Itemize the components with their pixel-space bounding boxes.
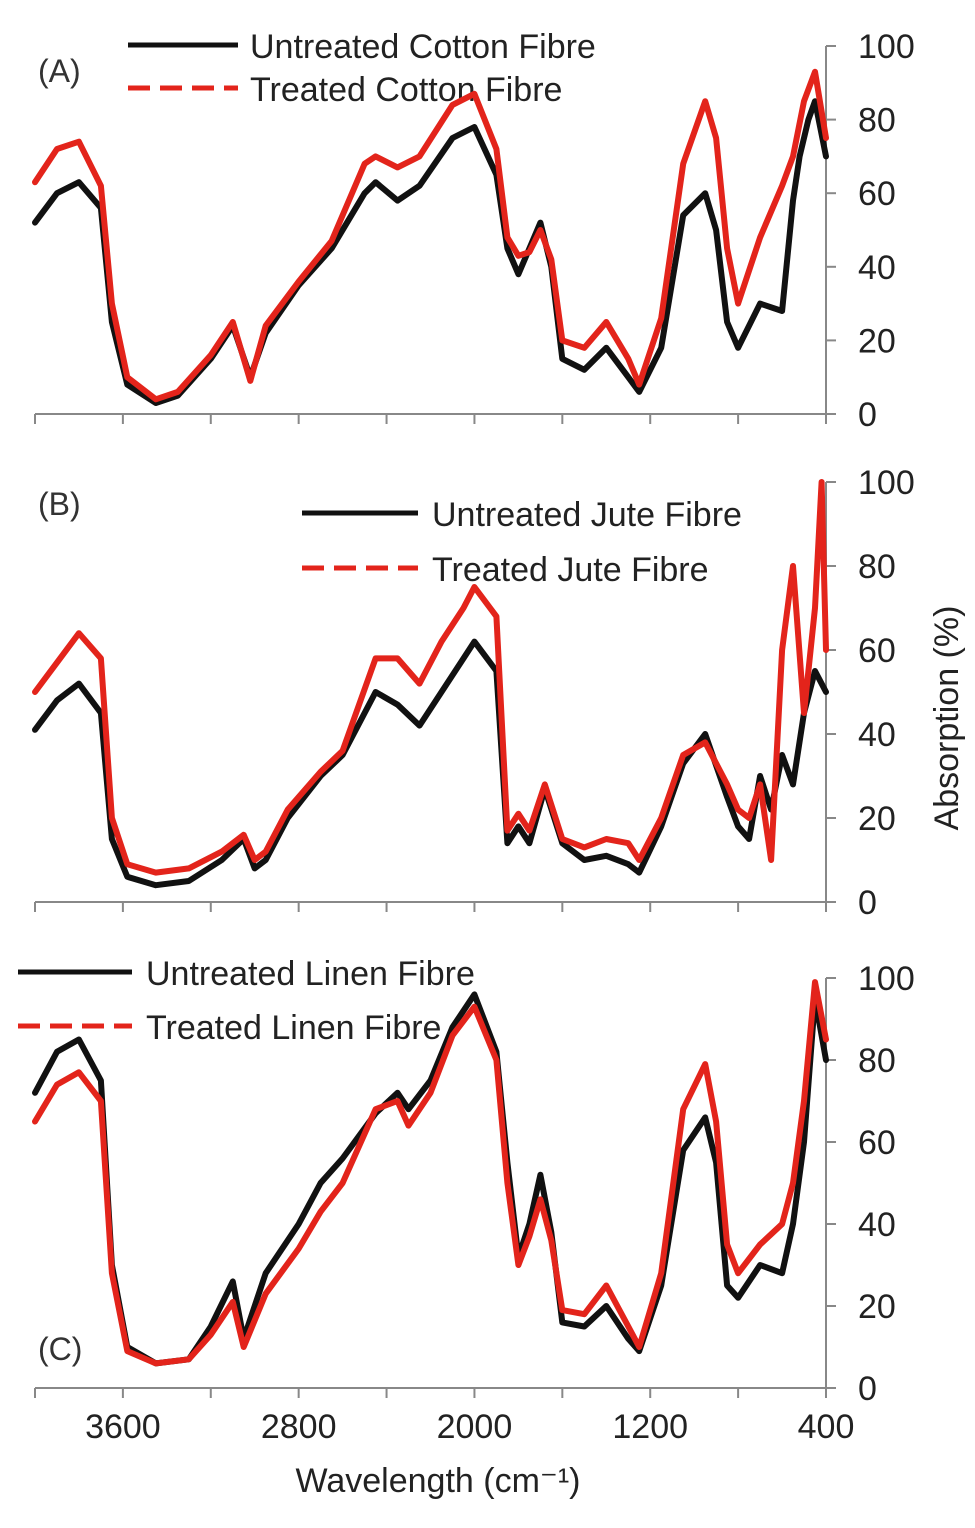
y-tick-label: 40: [858, 716, 896, 754]
panel-b: (B) Untreated Jute Fibre Treated Jute Fi…: [32, 464, 915, 922]
x-axis-title: Wavelength (cm⁻¹): [296, 1462, 581, 1500]
x-tick-label: 2800: [261, 1408, 337, 1446]
y-tick-label: 60: [858, 1124, 896, 1162]
y-tick-label: 20: [858, 800, 896, 838]
panel-label-a: (A): [38, 53, 81, 89]
x-tick-label: 3600: [85, 1408, 161, 1446]
y-tick-label: 100: [858, 464, 915, 502]
panel-a: (A) Untreated Cotton Fibre Treated Cotto…: [32, 28, 915, 434]
x-tick-label: 400: [798, 1408, 855, 1446]
x-tick-label: 2000: [437, 1408, 513, 1446]
panel-c: (C) Untreated Linen Fibre Treated Linen …: [18, 955, 915, 1446]
y-tick-label: 0: [858, 396, 877, 434]
y-tick-label: 80: [858, 1042, 896, 1080]
legend-b-untreated-label: Untreated Jute Fibre: [432, 496, 742, 534]
y-tick-label: 0: [858, 884, 877, 922]
legend-c-untreated-label: Untreated Linen Fibre: [146, 955, 475, 993]
x-tick-label: 1200: [612, 1408, 688, 1446]
panel-label-c: (C): [38, 1331, 82, 1367]
y-tick-label: 60: [858, 632, 896, 670]
y-tick-label: 100: [858, 28, 915, 66]
untreated-series-line: [32, 991, 829, 1367]
y-axis-title: Absorption (%): [928, 606, 966, 831]
untreated-series-line: [32, 98, 829, 406]
legend-a-untreated-label: Untreated Cotton Fibre: [250, 28, 596, 66]
y-tick-label: 80: [858, 102, 896, 140]
treated-series-line: [32, 979, 829, 1367]
y-tick-label: 100: [858, 960, 915, 998]
legend-a-treated-label: Treated Cotton Fibre: [250, 71, 562, 109]
legend-c-treated-label: Treated Linen Fibre: [146, 1009, 441, 1047]
panel-label-b: (B): [38, 486, 81, 522]
treated-series-line: [32, 479, 829, 876]
treated-series-line: [32, 68, 829, 403]
y-tick-label: 0: [858, 1370, 877, 1408]
y-tick-label: 40: [858, 1206, 896, 1244]
y-tick-label: 60: [858, 175, 896, 213]
untreated-series-line: [32, 638, 829, 889]
y-tick-label: 20: [858, 322, 896, 360]
y-tick-label: 20: [858, 1288, 896, 1326]
y-tick-label: 40: [858, 249, 896, 287]
legend-b-treated-label: Treated Jute Fibre: [432, 551, 709, 589]
y-tick-label: 80: [858, 548, 896, 586]
